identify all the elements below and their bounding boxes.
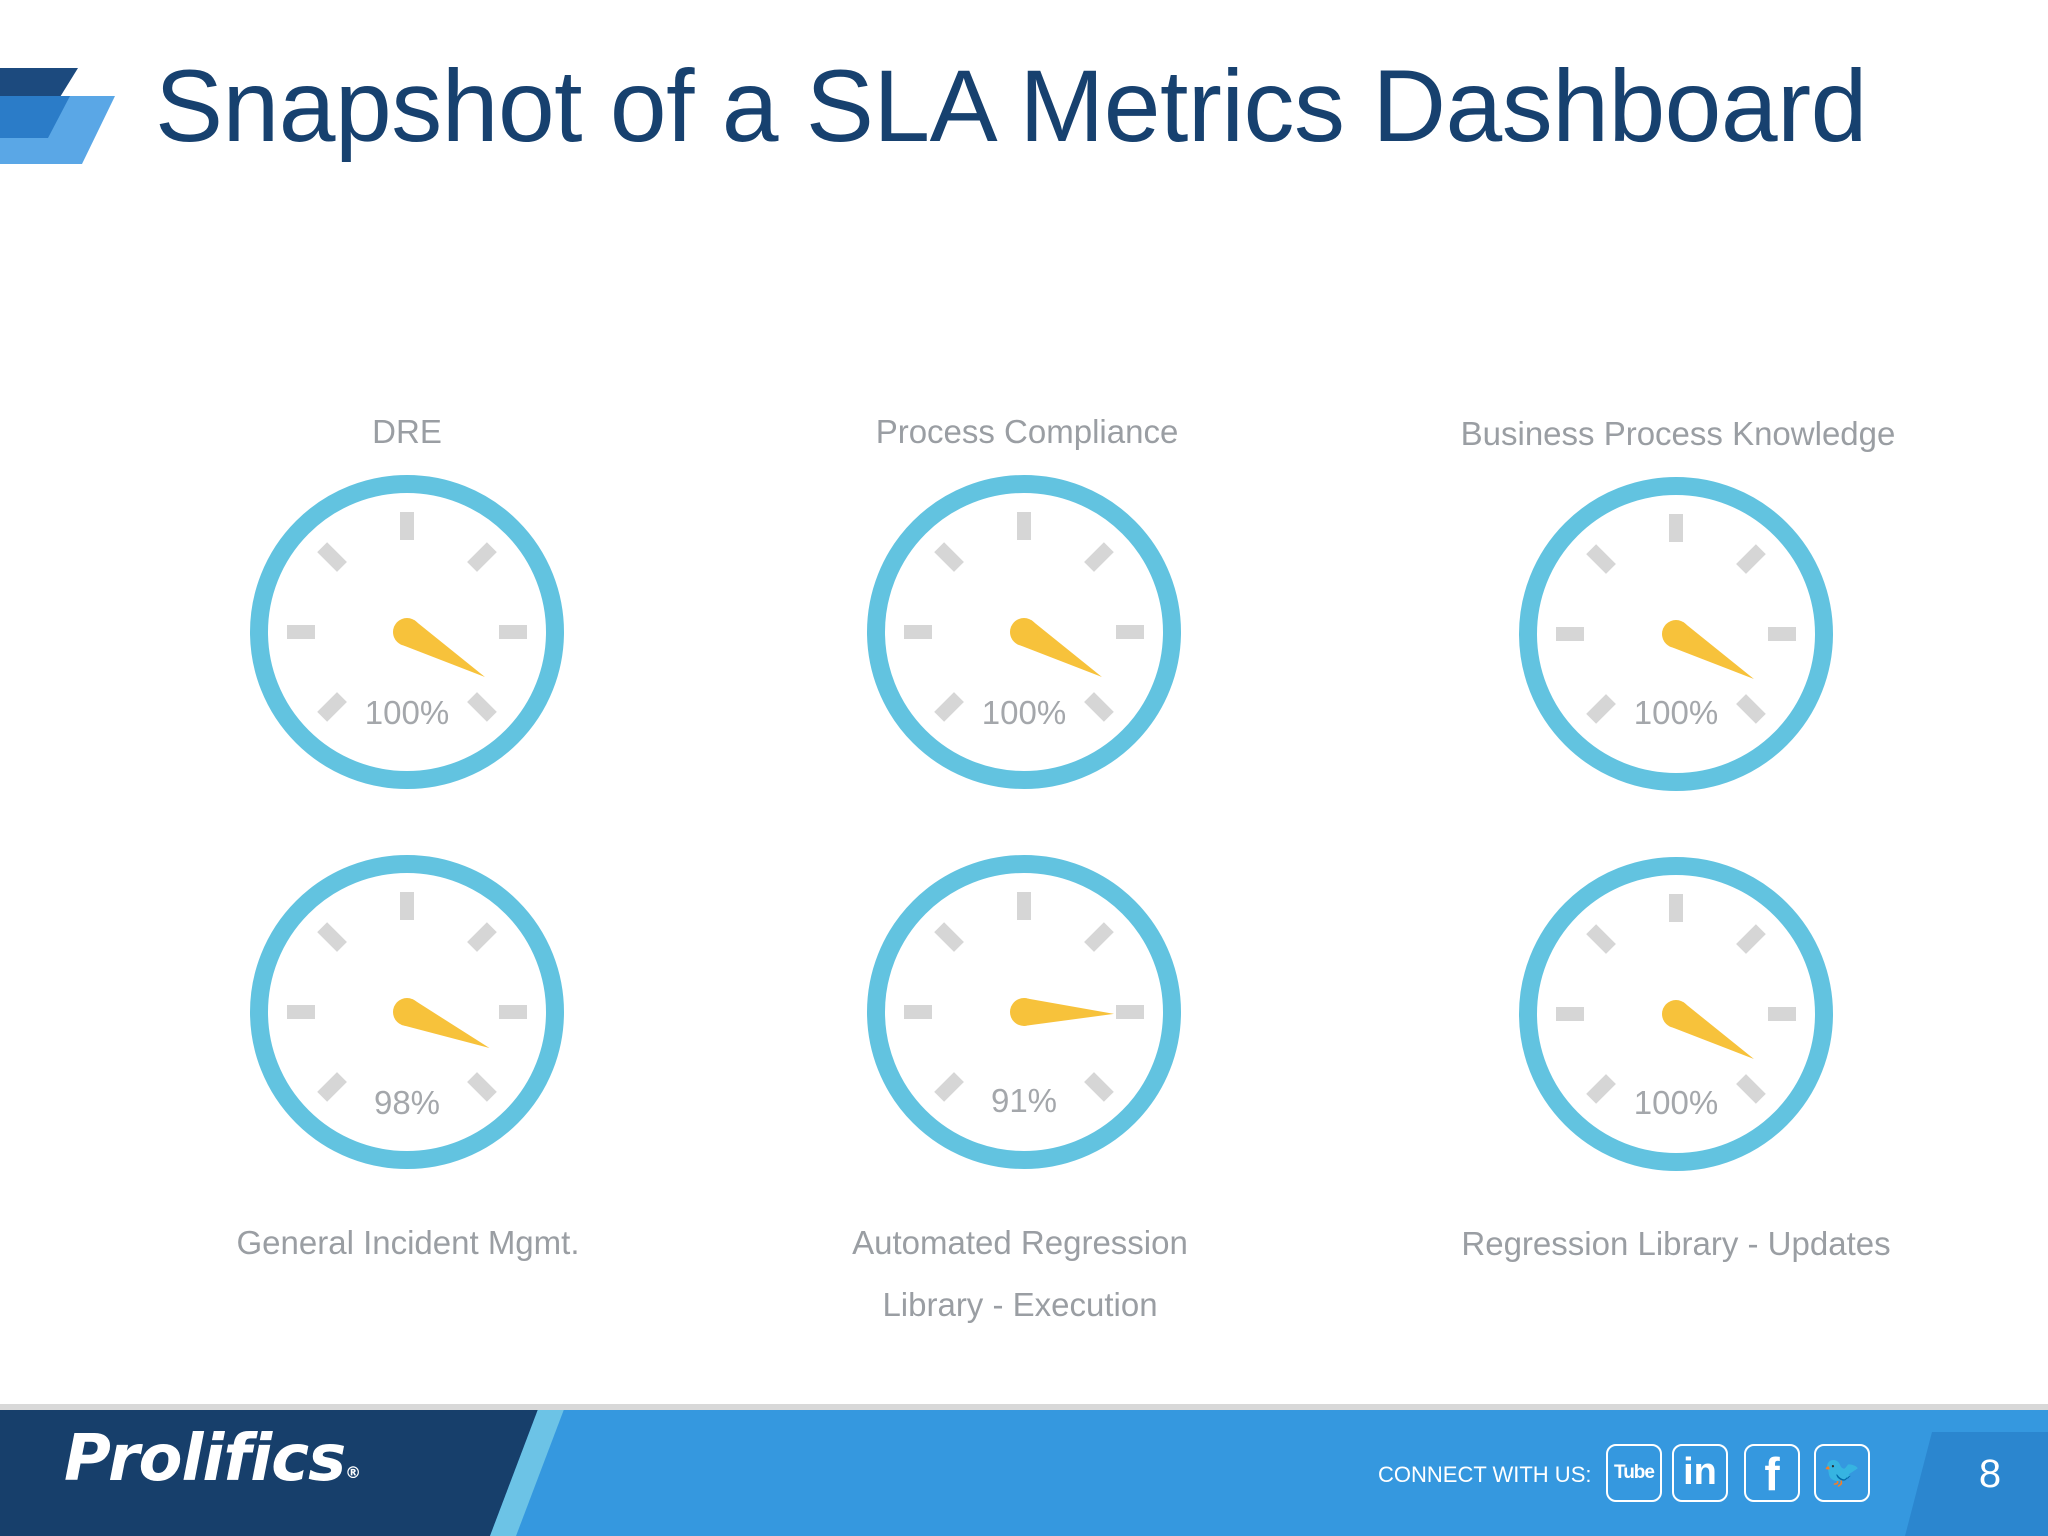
gauge-label-automated-regression-line-2: Library - Execution	[882, 1286, 1158, 1323]
gauge-tick	[1586, 694, 1616, 724]
gauge-tick	[400, 512, 414, 540]
gauge-dial	[250, 475, 564, 789]
linkedin-icon[interactable]: in	[1672, 1444, 1728, 1502]
gauge-tick	[1768, 1007, 1796, 1021]
gauge-tick	[287, 625, 315, 639]
gauge-tick	[499, 1005, 527, 1019]
gauge-tick	[1736, 924, 1766, 954]
brand-name: Prolifics	[64, 1422, 346, 1496]
gauge-regression-library-updates: 100%	[1516, 854, 1836, 1174]
gauge-needle	[401, 999, 490, 1049]
brand-logo: Prolifics®	[64, 1422, 361, 1496]
gauge-tick	[1736, 544, 1766, 574]
gauge-tick	[400, 892, 414, 920]
gauge-tick	[1586, 1074, 1616, 1104]
gauge-business-process-knowledge: 100%	[1516, 474, 1836, 794]
gauge-label-regression-library-updates: Regression Library - Updates	[1461, 1225, 1891, 1262]
gauge-needle	[1017, 619, 1102, 677]
gauge-tick	[904, 625, 932, 639]
gauge-label-general-incident-mgmt: General Incident Mgmt.	[236, 1224, 580, 1261]
gauge-needle	[1669, 621, 1754, 679]
gauge-needle-hub	[1010, 998, 1038, 1026]
gauge-dial	[867, 475, 1181, 789]
gauge-needle	[1669, 1001, 1754, 1059]
gauge-label-process-compliance: Process Compliance	[875, 413, 1179, 450]
gauge-tick	[467, 692, 497, 722]
gauge-tick	[467, 922, 497, 952]
gauge-tick	[317, 1072, 347, 1102]
gauge-label-automated-regression-line-1: Automated Regression	[852, 1224, 1188, 1261]
youtube-icon[interactable]: Tube	[1606, 1444, 1662, 1502]
gauge-tick	[467, 1072, 497, 1102]
gauge-tick	[934, 1072, 964, 1102]
gauge-dial	[250, 855, 564, 1169]
gauge-automated-regression: 91%	[864, 852, 1184, 1172]
footer-bar	[0, 1404, 2048, 1536]
logo-mark-icon	[0, 68, 115, 164]
gauge-tick	[1116, 625, 1144, 639]
gauge-tick	[904, 1005, 932, 1019]
gauge-general-incident-mgmt: 98%	[247, 852, 567, 1172]
gauge-value: 100%	[1633, 694, 1719, 731]
brand-registered-mark: ®	[345, 1463, 361, 1482]
gauge-dial	[1519, 477, 1833, 791]
gauge-tick	[317, 692, 347, 722]
gauge-value: 98%	[373, 1084, 441, 1121]
gauge-tick	[317, 542, 347, 572]
gauge-tick	[287, 1005, 315, 1019]
gauge-needle	[1023, 998, 1114, 1026]
gauge-dial	[1519, 857, 1833, 1171]
gauge-tick	[1084, 922, 1114, 952]
gauge-tick	[1084, 1072, 1114, 1102]
page-number: 8	[1978, 1452, 2002, 1496]
page-title: Snapshot of a SLA Metrics Dashboard	[155, 49, 1867, 163]
gauge-value: 91%	[990, 1082, 1058, 1119]
gauge-tick	[1586, 544, 1616, 574]
gauge-label-business-process-knowledge: Business Process Knowledge	[1460, 415, 1896, 452]
gauge-tick	[934, 692, 964, 722]
gauge-needle-hub	[393, 998, 421, 1026]
footer-divider	[0, 1404, 2048, 1410]
gauge-needle-hub	[1662, 620, 1690, 648]
gauge-tick	[1084, 692, 1114, 722]
facebook-icon[interactable]: f	[1744, 1444, 1800, 1502]
gauge-tick	[467, 542, 497, 572]
gauge-tick	[1736, 1074, 1766, 1104]
gauge-process-compliance: 100%	[864, 472, 1184, 792]
gauge-tick	[1017, 512, 1031, 540]
gauge-needle-hub	[393, 618, 421, 646]
gauge-tick	[1768, 627, 1796, 641]
gauge-needle	[400, 619, 485, 677]
gauge-label-dre: DRE	[372, 413, 442, 450]
gauge-tick	[934, 922, 964, 952]
connect-label: CONNECT WITH US:	[1378, 1462, 1592, 1487]
gauge-tick	[1556, 627, 1584, 641]
gauge-tick	[1736, 694, 1766, 724]
gauge-dre: 100%	[247, 472, 567, 792]
gauge-tick	[1017, 892, 1031, 920]
gauge-tick	[1669, 894, 1683, 922]
gauge-value: 100%	[364, 694, 450, 731]
gauge-tick	[1556, 1007, 1584, 1021]
gauge-value: 100%	[1633, 1084, 1719, 1121]
gauge-tick	[1084, 542, 1114, 572]
gauge-needle-hub	[1010, 618, 1038, 646]
gauge-value: 100%	[981, 694, 1067, 731]
gauge-tick	[934, 542, 964, 572]
gauge-dial	[867, 855, 1181, 1169]
twitter-icon[interactable]: 🐦	[1814, 1444, 1870, 1502]
gauge-tick	[1669, 514, 1683, 542]
gauge-tick	[499, 625, 527, 639]
gauge-needle-hub	[1662, 1000, 1690, 1028]
gauge-tick	[1586, 924, 1616, 954]
gauge-tick	[1116, 1005, 1144, 1019]
gauge-tick	[317, 922, 347, 952]
